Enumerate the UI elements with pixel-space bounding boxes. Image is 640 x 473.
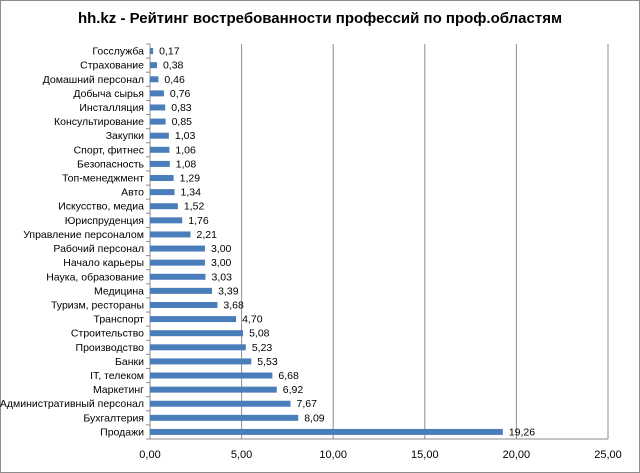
category-label: Наука, образование xyxy=(46,271,144,283)
bar xyxy=(150,90,164,97)
category-label: Производство xyxy=(76,342,145,354)
chart-title: hh.kz - Рейтинг востребованности професс… xyxy=(77,10,563,27)
bar xyxy=(150,175,174,182)
bar xyxy=(150,330,244,337)
data-label: 5,08 xyxy=(249,328,270,340)
data-label: 5,53 xyxy=(257,356,278,368)
data-label: 3,00 xyxy=(211,243,232,255)
category-label: Госслужба xyxy=(92,46,144,58)
category-label: Страхование xyxy=(80,60,144,72)
bar xyxy=(150,245,205,252)
data-label: 3,00 xyxy=(211,257,232,269)
data-label: 0,83 xyxy=(171,102,192,114)
data-label: 4,70 xyxy=(242,314,263,326)
data-label: 3,39 xyxy=(218,285,239,297)
data-label: 0,17 xyxy=(159,46,180,58)
category-label: Маркетинг xyxy=(93,384,144,396)
data-label: 1,29 xyxy=(180,173,201,185)
category-label: Туризм, рестораны xyxy=(51,299,144,311)
bar xyxy=(150,344,246,351)
category-label: Инсталляция xyxy=(79,102,144,114)
x-tick-label: 10,00 xyxy=(319,449,347,461)
bar xyxy=(150,146,170,153)
data-label: 1,06 xyxy=(175,144,196,156)
x-tick-label: 25,00 xyxy=(594,449,622,461)
data-label: 0,46 xyxy=(164,74,185,86)
category-label: Медицина xyxy=(94,285,144,297)
bar xyxy=(150,316,237,323)
bar xyxy=(150,118,166,125)
category-label: Авто xyxy=(121,187,144,199)
category-label: Топ-менеджмент xyxy=(62,173,144,185)
category-label: Начало карьеры xyxy=(63,257,144,269)
bar xyxy=(150,160,170,167)
bar xyxy=(150,414,299,421)
bar xyxy=(150,217,183,224)
data-label: 5,23 xyxy=(252,342,273,354)
category-label: Банки xyxy=(115,356,144,368)
bar xyxy=(150,287,213,294)
data-label: 19,26 xyxy=(509,426,535,438)
category-label: Продажи xyxy=(100,426,144,438)
bar xyxy=(150,48,154,55)
category-label: Транспорт xyxy=(94,314,145,326)
bar xyxy=(150,132,169,139)
bar xyxy=(150,400,291,407)
category-label: Административный персонал xyxy=(0,398,144,410)
bar xyxy=(150,104,166,111)
bar xyxy=(150,62,157,69)
category-label: Рабочий персонал xyxy=(53,243,144,255)
data-label: 1,52 xyxy=(184,201,205,213)
data-label: 1,34 xyxy=(181,187,202,199)
category-label: Добыча сырья xyxy=(73,88,144,100)
bar xyxy=(150,231,191,238)
category-label: Консультирование xyxy=(54,116,144,128)
bar xyxy=(150,189,175,196)
data-label: 1,03 xyxy=(175,130,196,142)
category-label: Безопасность xyxy=(77,158,145,170)
bar xyxy=(150,273,206,280)
category-label: Управление персоналом xyxy=(23,229,144,241)
x-tick-label: 15,00 xyxy=(411,449,439,461)
category-label: Юриспруденция xyxy=(65,215,144,227)
bar xyxy=(150,358,252,365)
data-label: 3,68 xyxy=(223,299,244,311)
data-label: 6,68 xyxy=(278,370,299,382)
data-label: 0,76 xyxy=(170,88,191,100)
data-label: 0,85 xyxy=(172,116,193,128)
bar xyxy=(150,428,503,435)
bar xyxy=(150,301,218,308)
category-label: Закупки xyxy=(106,130,144,142)
category-label: Бухгалтерия xyxy=(83,412,144,424)
data-label: 7,67 xyxy=(297,398,318,410)
category-label: IT, телеком xyxy=(90,370,144,382)
data-label: 1,76 xyxy=(188,215,209,227)
category-label: Домашний персонал xyxy=(43,74,144,86)
data-label: 6,92 xyxy=(283,384,304,396)
data-label: 2,21 xyxy=(196,229,217,241)
category-label: Спорт, фитнес xyxy=(74,144,144,156)
data-label: 8,09 xyxy=(304,412,325,424)
bar xyxy=(150,203,178,210)
x-tick-label: 20,00 xyxy=(503,449,531,461)
bar xyxy=(150,259,205,266)
x-tick-label: 5,00 xyxy=(231,449,252,461)
category-label: Строительство xyxy=(71,328,144,340)
category-label: Искусство, медиа xyxy=(58,201,144,213)
bar xyxy=(150,372,273,379)
x-tick-label: 0,00 xyxy=(139,449,160,461)
bar xyxy=(150,386,277,393)
bar xyxy=(150,76,159,83)
data-label: 1,08 xyxy=(176,158,197,170)
data-label: 0,38 xyxy=(163,60,184,72)
data-label: 3,03 xyxy=(212,271,233,283)
